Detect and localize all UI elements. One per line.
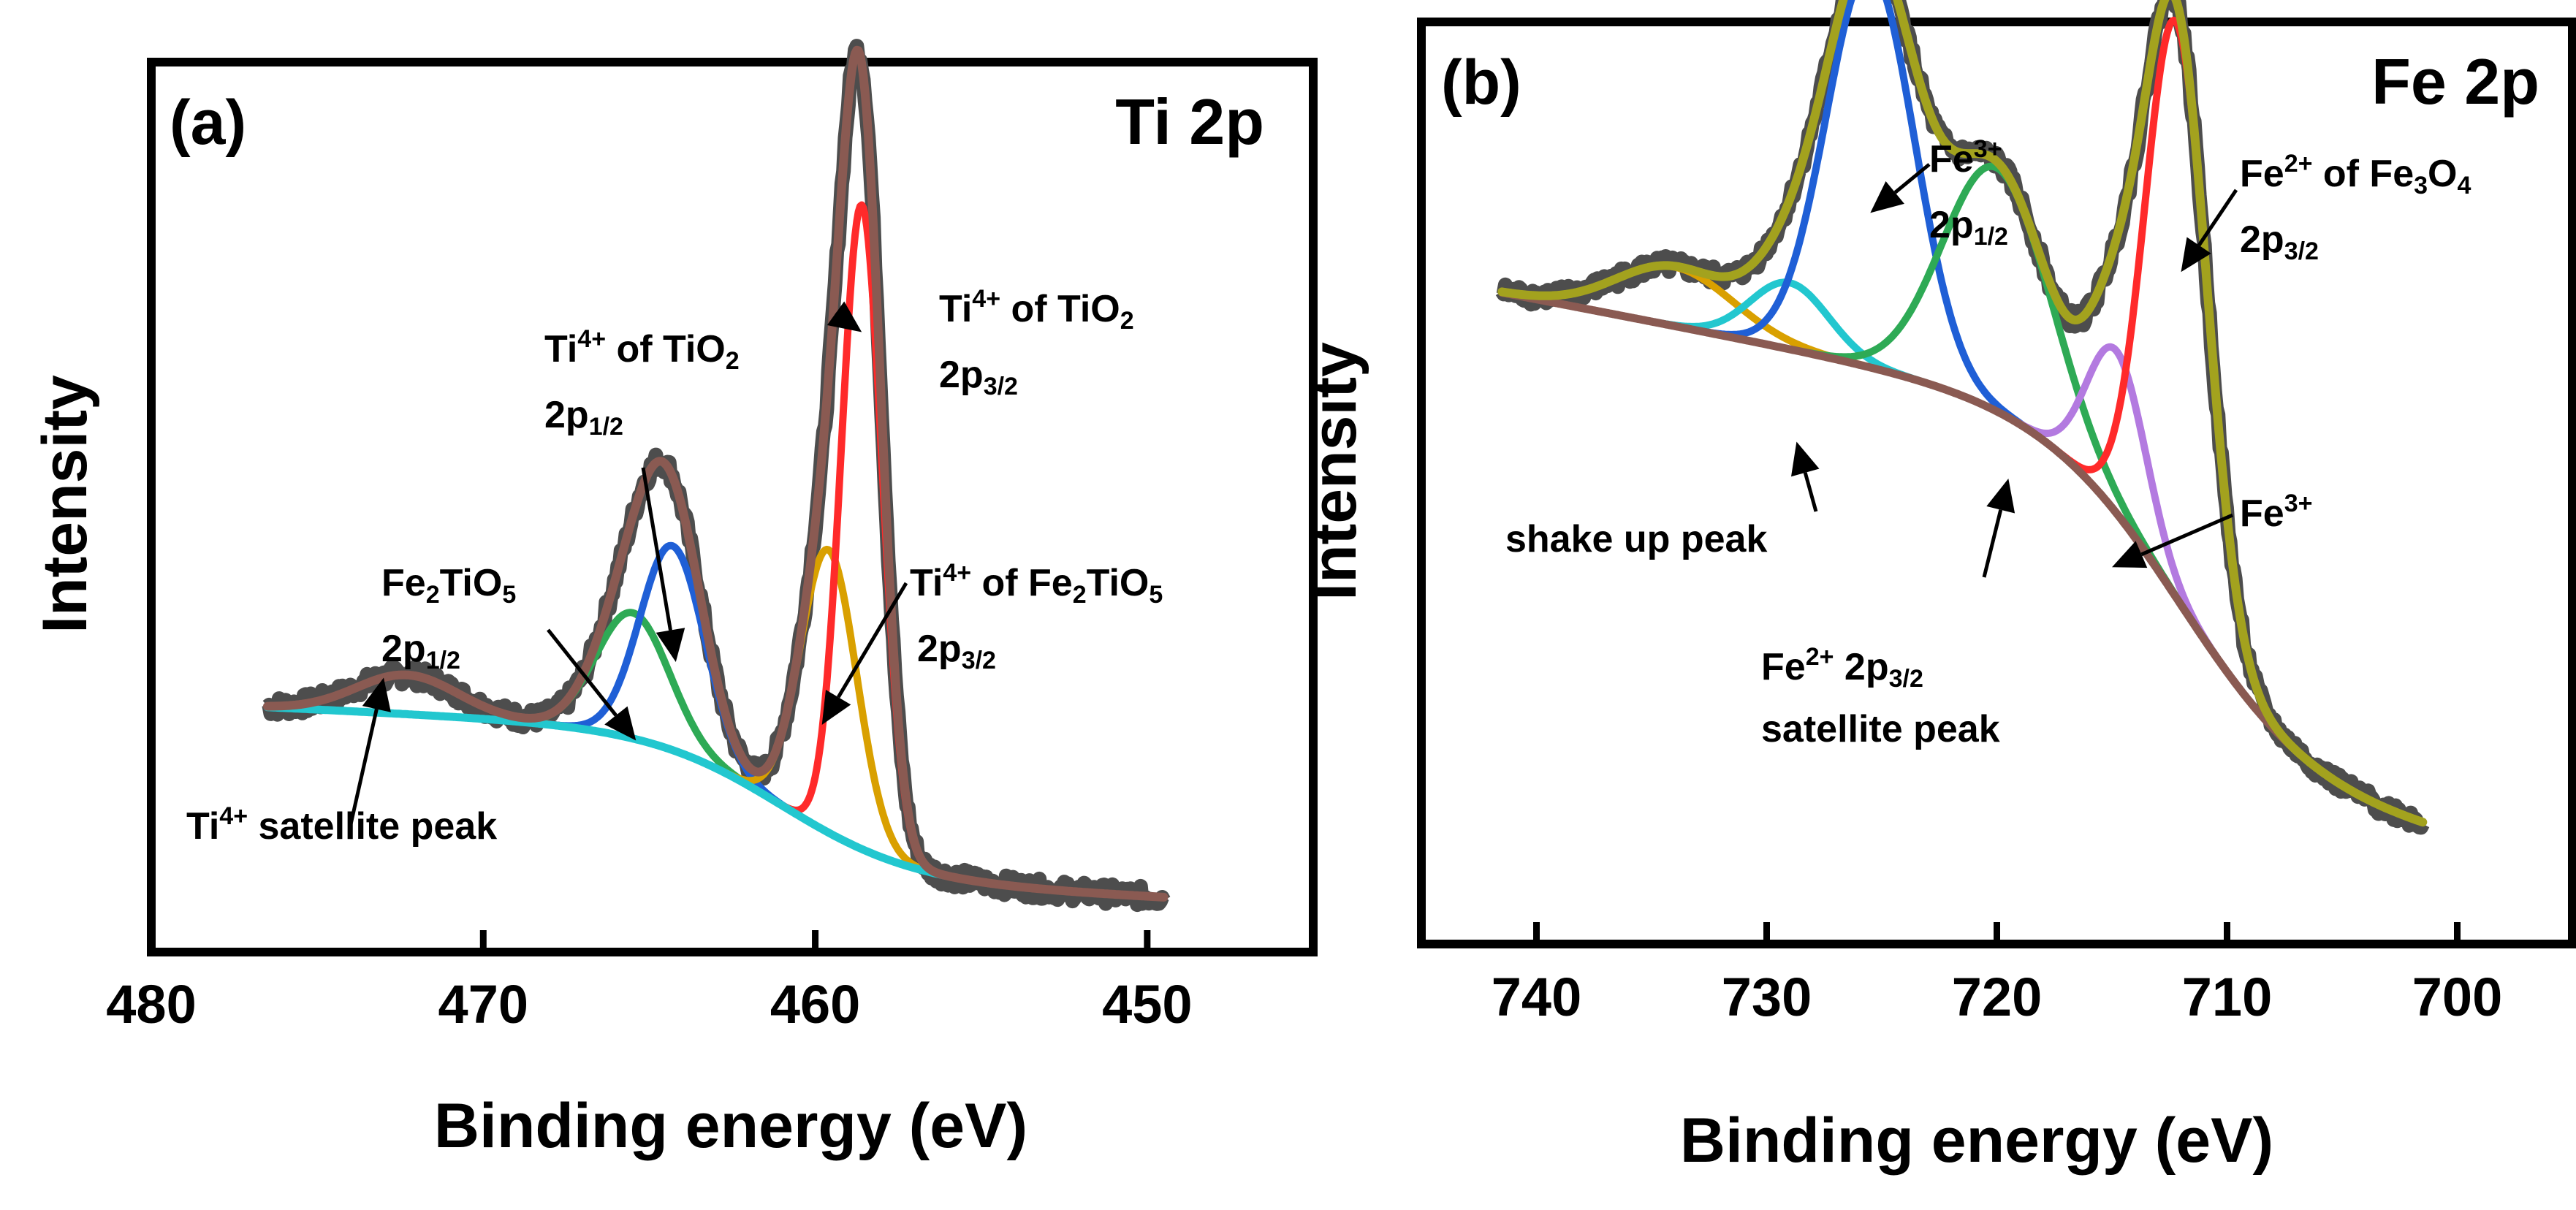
svg-text:2p3/2: 2p3/2 [2240, 218, 2319, 265]
panel-b-x-axis-title: Binding energy (eV) [1680, 1106, 2273, 1176]
annotation-arrow-line [2140, 513, 2233, 557]
svg-text:satellite peak: satellite peak [1761, 708, 2000, 750]
svg-text:Ti4+ of TiO2: Ti4+ of TiO2 [939, 285, 1134, 335]
fit-envelope [263, 45, 1169, 902]
panel-b-fe-2p: 740 730 720 710 700 (b) Fe 2p Binding energy… [1299, 0, 2576, 1176]
annotation-arrow-line [2197, 189, 2238, 247]
annotation-arrow-line [349, 708, 379, 825]
x-tick-label: 740 [1492, 967, 1581, 1027]
x-tick-label: 700 [2412, 967, 2502, 1027]
x-tick-label: 720 [1952, 967, 2042, 1027]
annotation-arrow-line [836, 582, 908, 699]
svg-text:Fe3+: Fe3+ [1929, 135, 2002, 180]
svg-text:Fe2+ of Fe3O4: Fe2+ of Fe3O4 [2240, 150, 2471, 199]
panel-a-annotation-ti-tio2-2p32: Ti4+ of TiO2 2p3/2 [939, 285, 1134, 400]
svg-text:Ti4+ of TiO2: Ti4+ of TiO2 [544, 325, 740, 375]
panel-a-x-ticks: 480 470 460 450 [106, 930, 1193, 1035]
panel-a-annotation-ti-fe2tio5-2p32: Ti4+ of Fe2TiO5 2p3/2 [910, 559, 1163, 674]
x-tick-label: 460 [770, 974, 860, 1035]
panel-a-curves [262, 39, 1171, 913]
annotation-arrow-head [2181, 237, 2211, 273]
annotation-arrow-head [1986, 479, 2015, 514]
panel-a-annotation-fe2tio5-2p12: Fe2TiO5 2p1/2 [381, 562, 516, 674]
annotation-arrow-head [1870, 181, 1904, 213]
annotation-arrow-head [827, 301, 862, 332]
annotation-arrow-head [1791, 441, 1820, 477]
x-tick-label: 710 [2182, 967, 2272, 1027]
annotation-arrow-head [2112, 541, 2148, 568]
panel-a-title: Ti 2p [1115, 85, 1264, 158]
svg-text:2p1/2: 2p1/2 [544, 394, 623, 441]
fit-peak-peak-725-5 [1498, 0, 2427, 826]
svg-text:2p3/2: 2p3/2 [917, 628, 996, 674]
annotation-arrow-head [656, 628, 685, 662]
panel-a-x-axis-title: Binding energy (eV) [434, 1091, 1027, 1161]
panel-b-y-axis-title: Intensity [1299, 342, 1369, 601]
annotation-arrow-line [547, 628, 618, 717]
panel-a-y-axis-title: Intensity [30, 375, 100, 633]
panel-b-annotation-fe3-satellite: Fe3+ [2240, 490, 2312, 535]
panel-a-annotation-ti-tio2-2p12: Ti4+ of TiO2 2p1/2 [544, 325, 740, 441]
panel-a-arrows [349, 301, 908, 825]
x-tick-label: 730 [1722, 967, 1812, 1027]
panel-a-letter: (a) [170, 88, 246, 158]
annotation-arrow-head [362, 677, 391, 712]
panel-a-annotation-ti-satellite: Ti4+ satellite peak [186, 802, 497, 848]
panel-b-annotation-fe2-fe3o4-2p32: Fe2+ of Fe3O4 2p3/2 [2240, 150, 2471, 265]
panel-a-plot-frame [147, 58, 1318, 956]
x-tick-label: 480 [106, 974, 196, 1035]
annotation-arrow-line [1982, 509, 2003, 578]
panel-b-annotation-fe2-satellite: Fe2+ 2p3/2 satellite peak [1761, 643, 2000, 750]
panel-b-curves [1495, 0, 2430, 835]
raw-data-series [262, 39, 1171, 913]
svg-text:Fe2+ 2p3/2: Fe2+ 2p3/2 [1761, 643, 1923, 693]
annotation-arrow-line [641, 467, 672, 631]
annotation-arrow-line [1803, 472, 1818, 512]
annotation-arrow-line [1893, 163, 1931, 194]
panel-b-arrows [1791, 163, 2238, 578]
svg-text:2p3/2: 2p3/2 [939, 354, 1018, 400]
panel-b-x-ticks: 740 730 720 710 700 [1492, 922, 2502, 1027]
panel-b-title: Fe 2p [2371, 45, 2539, 118]
svg-text:2p1/2: 2p1/2 [381, 628, 460, 674]
panel-b-annotation-shake-up: shake up peak [1505, 518, 1767, 560]
fit-baseline [263, 703, 1169, 902]
panel-b-annotation-fe3-2p12: Fe3+ 2p1/2 [1929, 135, 2008, 251]
panel-a-ti-2p: 480 470 460 450 (a) Ti 2p Binding energy (e… [30, 39, 1318, 1161]
svg-text:2p1/2: 2p1/2 [1929, 204, 2008, 251]
annotation-arrow-head [821, 690, 851, 725]
svg-text:Ti4+ of Fe2TiO5: Ti4+ of Fe2TiO5 [910, 559, 1163, 609]
x-tick-label: 470 [438, 974, 528, 1035]
svg-text:Ti4+ satellite peak: Ti4+ satellite peak [186, 802, 497, 848]
svg-text:Fe2TiO5: Fe2TiO5 [381, 562, 516, 609]
svg-text:shake up peak: shake up peak [1505, 518, 1767, 560]
panel-b-letter: (b) [1441, 47, 1521, 118]
svg-text:Fe3+: Fe3+ [2240, 490, 2312, 535]
fit-envelope [1497, 0, 2428, 827]
raw-data-series [1495, 0, 2430, 835]
x-tick-label: 450 [1102, 974, 1192, 1035]
annotation-arrow-head [604, 706, 637, 741]
